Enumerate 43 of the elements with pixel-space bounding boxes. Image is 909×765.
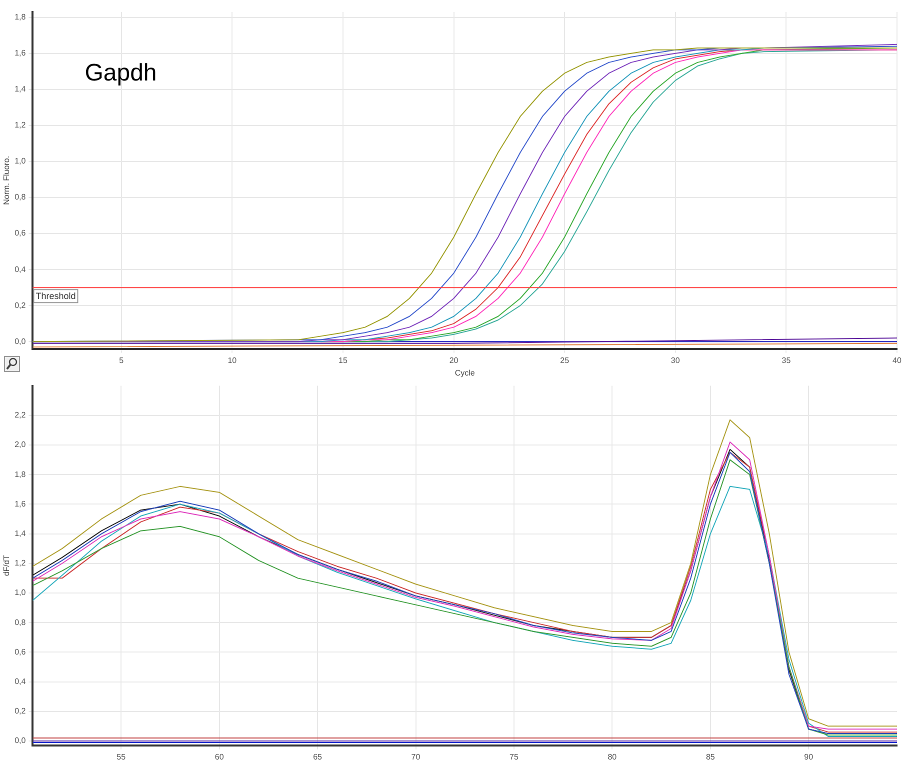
y-tick-label: 1,2 [14, 120, 26, 130]
y-tick-label: 0,0 [14, 736, 26, 746]
x-tick-label: 85 [706, 752, 716, 762]
x-tick-label: 35 [782, 356, 792, 365]
x-axis-title: Cycle [454, 368, 476, 378]
y-tick-label: 0,0 [14, 336, 26, 346]
x-tick-label: 20 [449, 356, 459, 365]
y-tick-label: 1,8 [14, 12, 26, 22]
x-tick-label: 10 [228, 356, 238, 365]
y-tick-label: 0,8 [14, 192, 26, 202]
x-tick-label: 75 [510, 752, 519, 762]
y-tick-label: 1,2 [14, 558, 26, 568]
x-tick-label: 60 [214, 752, 224, 762]
y-tick-label: 0,6 [14, 647, 26, 656]
x-tick-label: 40 [892, 356, 902, 365]
x-tick-label: 15 [338, 356, 348, 365]
y-tick-label: 0,6 [14, 228, 26, 238]
y-tick-label: 0,8 [14, 618, 26, 627]
y-tick-label: 0,2 [14, 706, 26, 716]
y-tick-label: 1,6 [14, 499, 26, 508]
x-tick-label: 90 [804, 752, 814, 762]
x-tick-label: 65 [313, 752, 323, 762]
x-tick-label: 55 [116, 752, 126, 762]
y-tick-label: 1,0 [14, 588, 26, 598]
y-axis-title: Norm. Fluoro. [2, 156, 12, 205]
y-tick-label: 1,4 [14, 528, 26, 538]
y-tick-label: 1,4 [14, 84, 26, 94]
ref-line-label: Threshold [36, 291, 76, 302]
x-tick-label: 30 [670, 356, 680, 365]
y-tick-label: 2,0 [14, 440, 26, 450]
y-tick-label: 0,2 [14, 300, 26, 310]
x-tick-label: 80 [608, 752, 618, 762]
x-tick-label: 70 [411, 752, 421, 762]
y-tick-label: 0,4 [14, 676, 26, 686]
y-tick-label: 1,0 [14, 156, 26, 166]
y-tick-label: 2,2 [14, 410, 26, 420]
y-tick-label: 1,6 [14, 48, 26, 58]
annotation: Gapdh [84, 60, 157, 87]
x-tick-label: 25 [560, 356, 570, 365]
y-axis-title: dF/dT [2, 555, 12, 576]
y-tick-label: 0,4 [14, 264, 26, 274]
y-tick-label: 1,8 [14, 470, 26, 479]
x-tick-label: 5 [119, 356, 124, 365]
